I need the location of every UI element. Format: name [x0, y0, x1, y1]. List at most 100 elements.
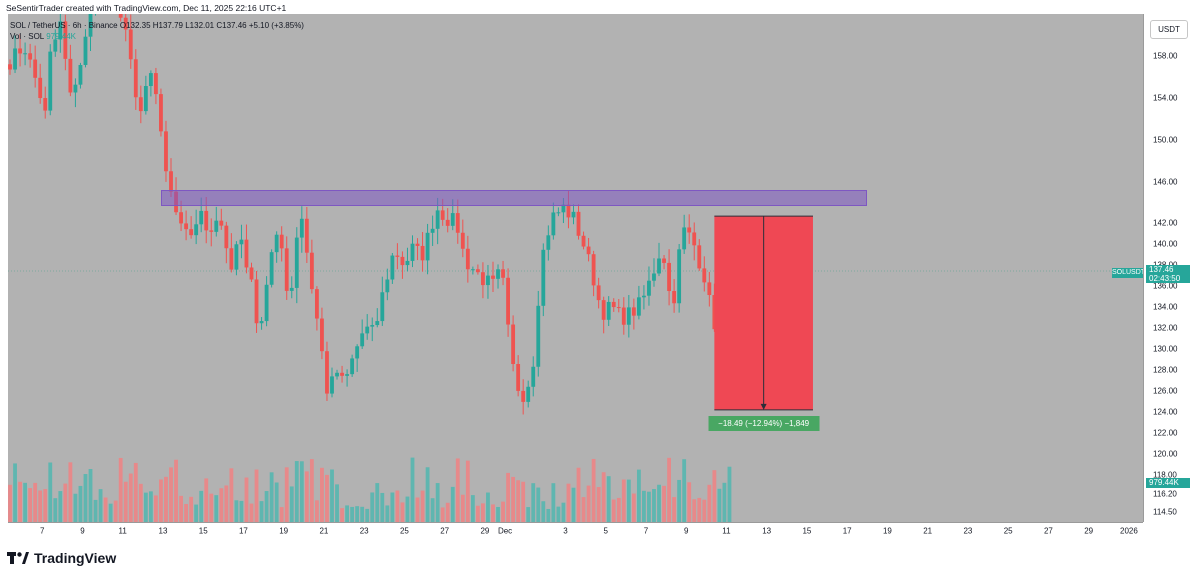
candle-body: [204, 210, 209, 231]
volume-bar: [164, 476, 168, 522]
volume-bar: [440, 507, 445, 522]
candle-body: [325, 351, 329, 394]
volume-bar: [415, 497, 420, 522]
resistance-zone[interactable]: [160, 189, 868, 206]
volume-bar: [717, 488, 722, 522]
candle-body: [279, 234, 284, 249]
price-tick-label: 134.00: [1153, 302, 1178, 312]
volume-bar: [58, 491, 63, 522]
candle-body: [541, 249, 546, 306]
volume-legend: Vol · SOL 979.44K: [10, 31, 304, 42]
volume-bar: [48, 462, 53, 522]
volume-bar: [330, 469, 334, 522]
candle-body: [526, 386, 531, 402]
volume-bar: [264, 491, 269, 522]
volume-bar: [68, 462, 73, 522]
volume-bar: [28, 488, 33, 522]
candle-body: [556, 212, 561, 214]
volume-bar: [229, 468, 234, 522]
candle-body: [657, 258, 661, 274]
candle-body: [576, 211, 581, 236]
price-chart[interactable]: [8, 14, 1143, 522]
candle-body: [360, 333, 365, 347]
candle-body: [355, 346, 360, 359]
volume-bar: [657, 484, 661, 522]
candle-body: [626, 307, 631, 325]
time-tick-label: 19: [279, 526, 289, 536]
volume-bar: [667, 457, 671, 522]
volume-bar: [63, 483, 68, 522]
candle-body: [611, 301, 616, 308]
volume-bar: [38, 490, 43, 522]
volume-bar: [239, 500, 244, 522]
price-tick-label: 150.00: [1153, 135, 1178, 145]
time-tick-label: 23: [963, 526, 973, 536]
volume-bar: [425, 467, 430, 522]
candle-body: [697, 245, 702, 269]
candle-body: [294, 237, 299, 288]
time-tick-label: 13: [158, 526, 168, 536]
volume-bar: [491, 504, 495, 522]
candle-body: [229, 248, 234, 270]
candle-body: [636, 297, 641, 316]
volume-bar: [294, 461, 299, 522]
volume-bar: [566, 483, 571, 522]
price-tick-label: 120.00: [1153, 449, 1178, 459]
time-axis[interactable]: 7 9 11 13 15 17 19 21 23 25 27 29 Dec 3 5 7 9 11 13 15 17 19 2…: [8, 522, 1143, 539]
candle-body: [143, 86, 148, 112]
volume-bar: [390, 492, 395, 522]
volume-bar: [450, 486, 455, 522]
candle-body: [73, 84, 78, 93]
time-tick-label: 7: [643, 526, 649, 536]
price-axis[interactable]: USDT 114.50 116.20 118.00 120.00 122.00 124.0…: [1143, 14, 1194, 522]
candle-body: [264, 284, 269, 322]
candle-body: [395, 255, 400, 257]
candle-body: [370, 325, 375, 327]
volume-bar: [702, 499, 707, 522]
volume-bar: [672, 497, 677, 522]
time-tick-label: 7: [39, 526, 45, 536]
volume-bar: [169, 467, 173, 522]
volume-bar: [209, 493, 214, 522]
candle-body: [179, 212, 183, 224]
volume-bar: [159, 479, 163, 522]
volume-bar: [314, 500, 319, 522]
price-tick-label: 116.20: [1153, 489, 1177, 499]
time-tick-label: 25: [1003, 526, 1013, 536]
volume-bar: [561, 502, 566, 522]
price-tick-label: 132.00: [1153, 323, 1178, 333]
currency-button[interactable]: USDT: [1150, 20, 1188, 39]
candle-body: [118, 14, 123, 18]
volume-bar: [33, 482, 38, 522]
volume-bar: [309, 459, 314, 522]
volume-bar: [380, 492, 385, 522]
time-tick-label: 17: [842, 526, 852, 536]
volume-bar: [259, 501, 264, 522]
volume-bar: [274, 482, 279, 522]
candle-body: [33, 59, 38, 78]
price-tick-label: 128.00: [1153, 365, 1178, 375]
candle-body: [667, 262, 671, 292]
volume-bar: [138, 483, 143, 522]
volume-bar: [596, 487, 601, 522]
volume-bar: [269, 472, 274, 522]
candle-body: [481, 272, 485, 286]
volume-bar: [722, 482, 727, 522]
candle-body: [350, 358, 355, 375]
chart-pane[interactable]: SOL / TetherUS · 6h · Binance O132.35 H1…: [8, 14, 1143, 522]
candle-body: [164, 131, 168, 172]
candle-body: [254, 279, 259, 324]
volume-bar: [108, 503, 113, 522]
volume-bar: [460, 494, 465, 522]
candle-body: [430, 228, 435, 233]
candle-body: [486, 275, 490, 286]
measure-arrow-head-icon: [760, 403, 767, 410]
candle-body: [465, 248, 470, 270]
candle-body: [304, 218, 309, 253]
candle-body: [450, 213, 455, 226]
price-tick-label: 154.00: [1153, 93, 1178, 103]
volume-bar: [496, 506, 500, 522]
price-tick-label: 126.00: [1153, 386, 1178, 396]
volume-bar: [133, 462, 138, 522]
symbol-legend: SOL / TetherUS · 6h · Binance O132.35 H1…: [10, 21, 304, 30]
